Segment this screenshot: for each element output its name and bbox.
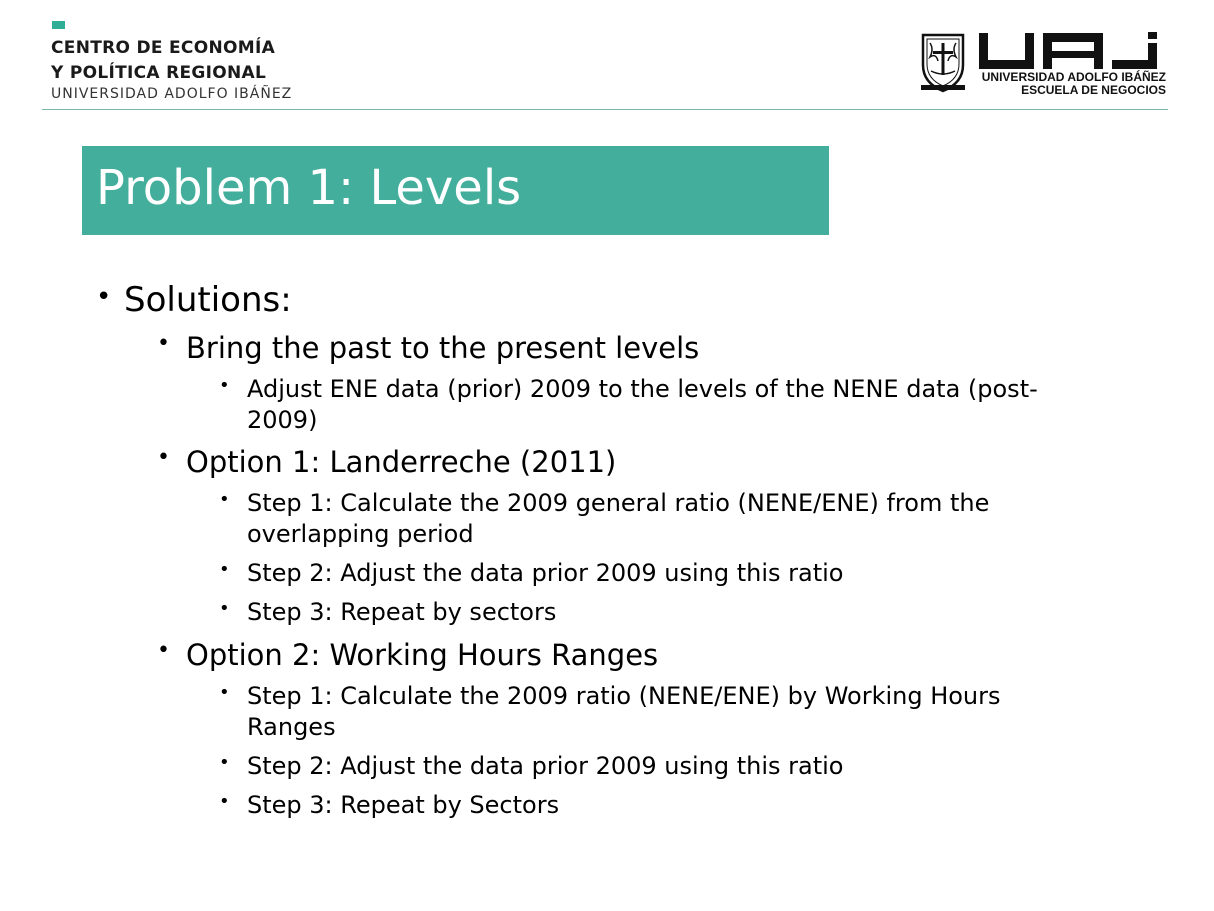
slide-title: Problem 1: Levels	[96, 160, 522, 216]
bullet-marker: •	[219, 559, 230, 580]
bullet-marker: •	[219, 375, 230, 396]
uai-school-name: ESCUELA DE NEGOCIOS	[1021, 83, 1166, 97]
centro-university-name: UNIVERSIDAD ADOLFO IBÁÑEZ	[51, 86, 293, 102]
bullet-option-1: Option 1: Landerreche (2011)	[186, 445, 617, 479]
bullet-marker: •	[96, 282, 112, 312]
bullet-opt1-step2: Step 2: Adjust the data prior 2009 using…	[247, 559, 844, 587]
centro-logo-text: CENTRO DE ECONOMÍA Y POLÍTICA REGIONAL	[51, 36, 275, 86]
bullet-marker: •	[219, 752, 230, 773]
bullet-adjust-ene-line1: Adjust ENE data (prior) 2009 to the leve…	[247, 375, 1038, 403]
bullet-opt1-step1-line1: Step 1: Calculate the 2009 general ratio…	[247, 489, 990, 517]
bullet-opt1-step3: Step 3: Repeat by sectors	[247, 598, 557, 626]
bullet-marker: •	[157, 638, 170, 663]
centro-line-1: CENTRO DE ECONOMÍA	[51, 38, 276, 58]
uai-logo-icon	[979, 32, 1157, 69]
bullet-marker: •	[157, 331, 170, 356]
uai-name-text: UNIVERSIDAD ADOLFO IBÁÑEZ ESCUELA DE NEG…	[982, 71, 1166, 97]
bullet-opt2-step1-line1: Step 1: Calculate the 2009 ratio (NENE/E…	[247, 682, 1001, 710]
bullet-bring-past: Bring the past to the present levels	[186, 331, 700, 365]
bullet-marker: •	[219, 598, 230, 619]
bullet-marker: •	[219, 682, 230, 703]
brand-accent-mark	[52, 21, 65, 29]
bullet-adjust-ene-line2: 2009)	[247, 406, 318, 434]
slide-title-banner: Problem 1: Levels	[82, 146, 829, 235]
bullet-opt1-step1-line2: overlapping period	[247, 520, 474, 548]
bullet-marker: •	[219, 791, 230, 812]
bullet-solutions: Solutions:	[124, 280, 292, 320]
uai-crest-icon	[921, 33, 965, 93]
header-divider	[42, 109, 1168, 110]
bullet-opt2-step3: Step 3: Repeat by Sectors	[247, 791, 560, 819]
bullet-marker: •	[157, 445, 170, 470]
bullet-opt2-step1-line2: Ranges	[247, 713, 336, 741]
centro-line-2: Y POLÍTICA REGIONAL	[51, 63, 267, 83]
bullet-option-2: Option 2: Working Hours Ranges	[186, 638, 659, 672]
bullet-opt2-step2: Step 2: Adjust the data prior 2009 using…	[247, 752, 844, 780]
uai-university-name: UNIVERSIDAD ADOLFO IBÁÑEZ	[981, 70, 1166, 84]
bullet-marker: •	[219, 489, 230, 510]
